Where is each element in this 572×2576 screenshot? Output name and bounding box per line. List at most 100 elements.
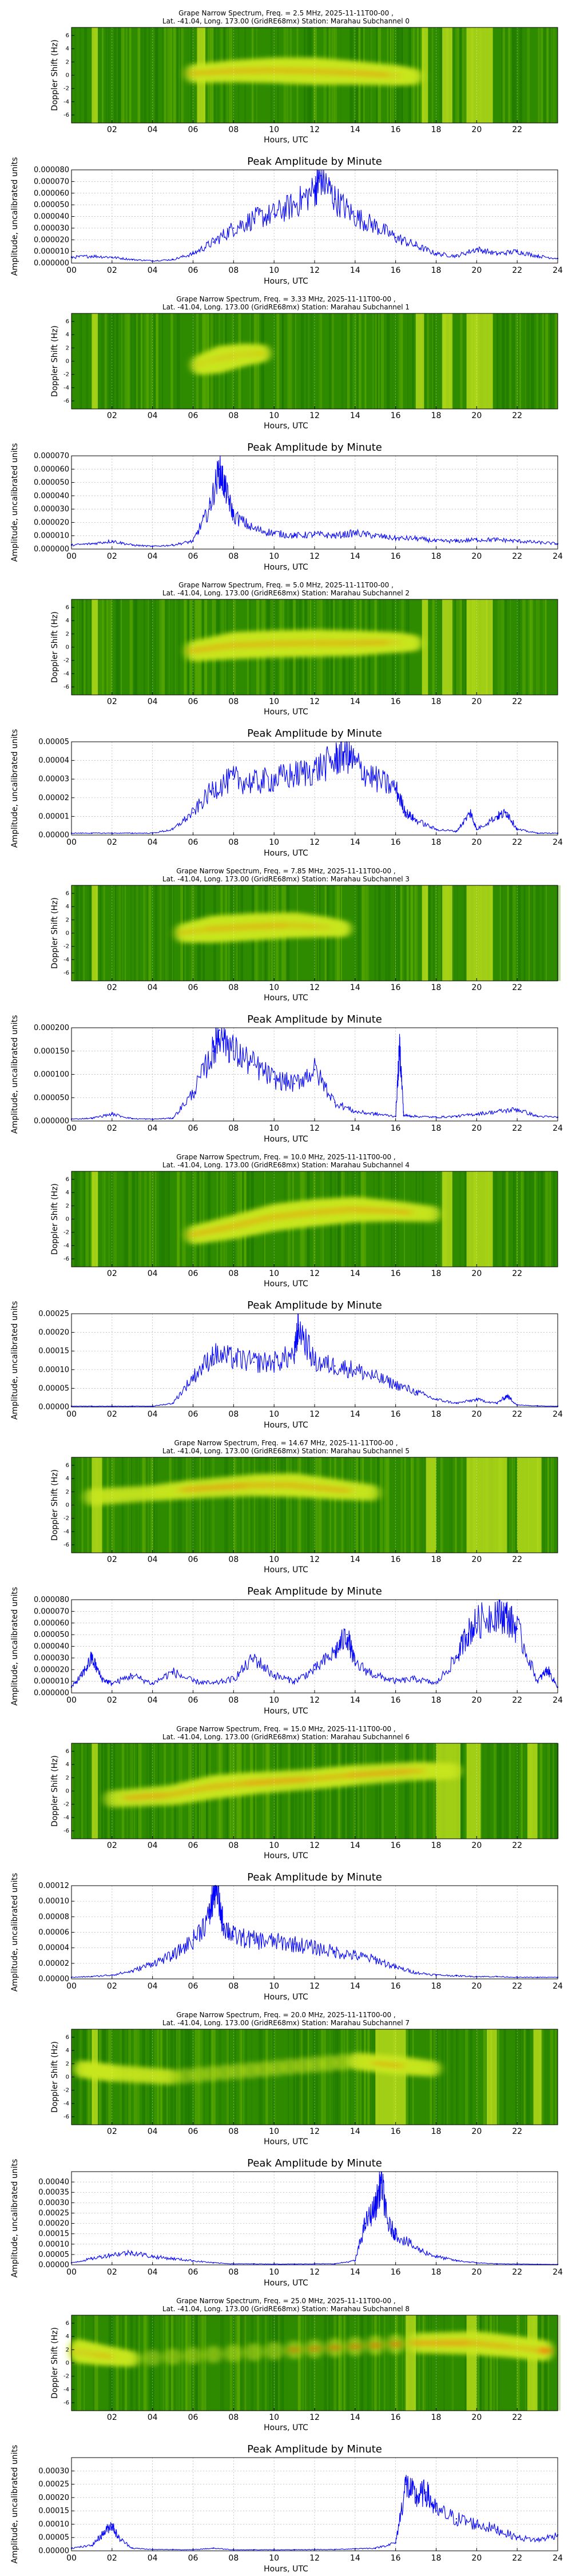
amplitude-point bbox=[152, 1118, 153, 1120]
amplitude-panel: Peak Amplitude by Minute 0.00000 0.00005 0.… bbox=[10, 1299, 563, 1430]
amplitude-point bbox=[537, 1977, 538, 1978]
spectrogram-xtick-label: 04 bbox=[148, 1841, 158, 1850]
spectrogram-ytick-label: -4 bbox=[63, 99, 69, 105]
spectrogram-ytick-label: -4 bbox=[63, 1529, 69, 1535]
amplitude-xtick-label: 10 bbox=[269, 552, 279, 561]
spectrogram-xtick-label: 14 bbox=[350, 1841, 360, 1850]
amplitude-point bbox=[496, 1975, 498, 1978]
spectrogram-ytick-label: -2 bbox=[63, 86, 69, 92]
amplitude-xlabel: Hours, UTC bbox=[264, 2565, 308, 2574]
amplitude-point bbox=[354, 1369, 356, 1370]
amplitude-point bbox=[537, 255, 538, 257]
spectrogram-bright-band bbox=[92, 1743, 98, 1839]
spectrogram-xtick-label: 20 bbox=[471, 1555, 482, 1564]
amplitude-point bbox=[354, 763, 356, 765]
amplitude-panel: Peak Amplitude by Minute 0.00000 0.00005 0.… bbox=[10, 2157, 563, 2288]
amplitude-ylabel: Amplitude, uncalibrated units bbox=[10, 443, 19, 562]
amplitude-point bbox=[192, 1092, 194, 1094]
amplitude-ytick-label: 0.000080 bbox=[34, 166, 69, 174]
amplitude-line bbox=[71, 1027, 558, 1120]
amplitude-point bbox=[415, 819, 417, 821]
spectrogram-bright-band bbox=[466, 27, 493, 123]
amplitude-xtick-label: 04 bbox=[148, 838, 158, 847]
spectrogram-bright-band bbox=[426, 1457, 436, 1553]
amplitude-point bbox=[223, 1923, 224, 1926]
spectrogram-xtick-label: 14 bbox=[350, 1269, 360, 1278]
amplitude-xtick-label: 20 bbox=[471, 1696, 482, 1705]
spectrogram-signal bbox=[184, 57, 424, 86]
spectrogram-xtick-label: 20 bbox=[471, 2413, 482, 2422]
amplitude-point bbox=[273, 2263, 275, 2265]
amplitude-title: Peak Amplitude by Minute bbox=[247, 1871, 382, 1883]
amplitude-point bbox=[375, 1958, 376, 1961]
spectrogram-xtick-label: 20 bbox=[471, 2127, 482, 2136]
spectrogram-ytick-label: 6 bbox=[66, 33, 69, 39]
spectrogram-xtick-label: 18 bbox=[431, 1269, 442, 1278]
amplitude-point bbox=[517, 1404, 518, 1406]
amplitude-xtick-label: 18 bbox=[431, 2554, 442, 2563]
spectrogram-ytick-label: 0 bbox=[66, 1788, 69, 1795]
amplitude-point bbox=[152, 546, 153, 547]
amplitude-point bbox=[476, 248, 478, 250]
spectrogram-xtick-label: 22 bbox=[512, 1841, 522, 1850]
spectrogram-panel: Grape Narrow Spectrum, Freq. = 25.0 MHz,… bbox=[50, 2297, 561, 2432]
amplitude-xtick-label: 00 bbox=[66, 266, 77, 275]
amplitude-point bbox=[293, 2549, 295, 2551]
spectrogram-bright-band bbox=[92, 27, 98, 123]
amplitude-point bbox=[313, 1069, 316, 1071]
spectrogram-xtick-label: 14 bbox=[350, 125, 360, 134]
amplitude-xtick-label: 20 bbox=[471, 2554, 482, 2563]
amplitude-xtick-label: 02 bbox=[107, 266, 117, 275]
amplitude-xtick-label: 12 bbox=[309, 1410, 320, 1419]
spectrogram-title: Grape Narrow Spectrum, Freq. = 7.85 MHz,… bbox=[176, 867, 395, 875]
amplitude-xtick-label: 04 bbox=[148, 2268, 158, 2277]
amplitude-ytick-label: 0.00035 bbox=[38, 2188, 69, 2197]
amplitude-point bbox=[192, 540, 194, 542]
spectrogram-xtick-label: 16 bbox=[391, 983, 401, 992]
spectrogram-xtick-label: 04 bbox=[148, 125, 158, 134]
amplitude-xlabel: Hours, UTC bbox=[264, 563, 308, 572]
amplitude-point bbox=[212, 2262, 214, 2264]
spectrogram-xtick-label: 06 bbox=[188, 125, 198, 134]
amplitude-point bbox=[233, 1358, 235, 1359]
amplitude-ylabel: Amplitude, uncalibrated units bbox=[10, 157, 19, 276]
amplitude-point bbox=[435, 1398, 437, 1401]
amplitude-xtick-label: 08 bbox=[228, 1124, 239, 1133]
amplitude-point bbox=[435, 540, 437, 542]
amplitude-xtick-label: 02 bbox=[107, 552, 117, 561]
amplitude-point bbox=[496, 1402, 498, 1404]
amplitude-point bbox=[253, 1939, 255, 1941]
amplitude-point bbox=[101, 1678, 103, 1680]
amplitude-point bbox=[395, 2233, 396, 2235]
amplitude-xtick-label: 08 bbox=[228, 2268, 239, 2277]
amplitude-ytick-label: 0.00015 bbox=[38, 1347, 69, 1355]
amplitude-point bbox=[132, 259, 133, 261]
amplitude-ytick-label: 0.00000 bbox=[38, 1975, 69, 1983]
amplitude-ytick-label: 0.00010 bbox=[38, 1897, 69, 1906]
amplitude-ytick-label: 0.00020 bbox=[38, 2494, 69, 2502]
amplitude-xtick-label: 10 bbox=[269, 838, 279, 847]
spectrogram-ytick-label: 6 bbox=[66, 605, 69, 611]
amplitude-xtick-label: 18 bbox=[431, 2268, 442, 2277]
spectrogram-xtick-label: 06 bbox=[188, 1269, 198, 1278]
amplitude-ytick-label: 0.00020 bbox=[38, 1329, 69, 1337]
spectrogram-xtick-label: 12 bbox=[309, 1269, 320, 1278]
spectrogram-ytick-label: -6 bbox=[63, 1828, 69, 1834]
amplitude-ytick-label: 0.00005 bbox=[38, 2534, 69, 2542]
amplitude-xtick-label: 02 bbox=[107, 2554, 117, 2563]
amplitude-ytick-label: 0.000060 bbox=[34, 189, 69, 198]
spectrogram-xtick-label: 06 bbox=[188, 1841, 198, 1850]
spectrogram-ytick-label: 6 bbox=[66, 2034, 69, 2041]
amplitude-xtick-label: 10 bbox=[269, 1124, 279, 1133]
amplitude-ytick-label: 0.00005 bbox=[38, 2251, 69, 2259]
amplitude-ytick-label: 0.000070 bbox=[34, 177, 69, 186]
amplitude-point bbox=[395, 1680, 396, 1682]
amplitude-point bbox=[172, 829, 174, 830]
amplitude-point bbox=[91, 1405, 93, 1407]
amplitude-point bbox=[273, 778, 275, 780]
amplitude-point bbox=[172, 1671, 174, 1673]
amplitude-point bbox=[313, 1361, 316, 1363]
spectrogram-ytick-label: 4 bbox=[66, 904, 69, 910]
spectrogram-ytick-label: 2 bbox=[66, 917, 69, 923]
spectrogram-xtick-label: 02 bbox=[107, 1555, 117, 1564]
